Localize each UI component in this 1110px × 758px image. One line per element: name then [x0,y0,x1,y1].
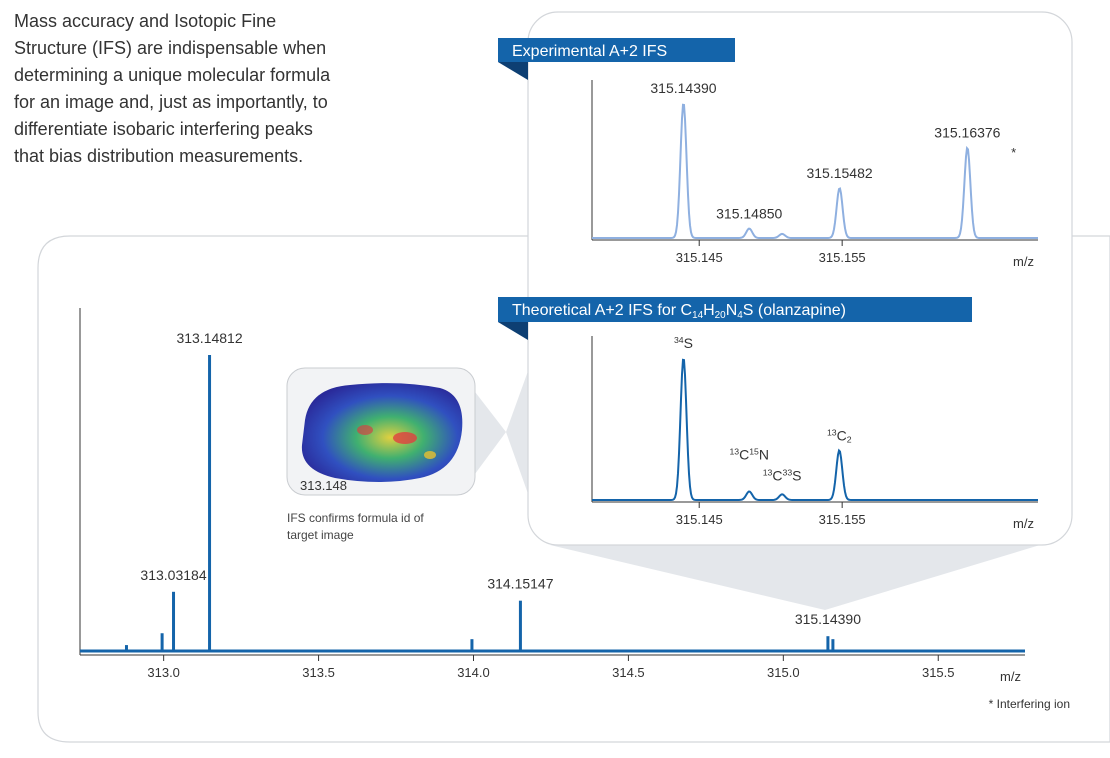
peak-label: 313.14812 [176,330,242,346]
peak-label: 315.14850 [716,206,782,222]
text-part: N [726,302,738,319]
subscript: 20 [715,310,727,321]
x-tick-label: 313.0 [147,665,180,680]
x-tick-label: 315.0 [767,665,800,680]
x-tick-label: 314.5 [612,665,645,680]
peak-label: 313.03184 [140,567,206,583]
tissue-hotspot [424,451,436,459]
intro-text: Mass accuracy and Isotopic Fine Structur… [14,8,334,170]
subscript: 2 [847,435,852,445]
text-part: S [684,335,693,351]
x-tick-label: 315.155 [819,512,866,527]
image-caption: IFS confirms formula id of target image [287,510,447,544]
peak-label: 315.14390 [795,611,861,627]
tissue-image [302,383,462,482]
peak-label: 315.15482 [806,165,872,181]
image-label: 313.148 [300,478,347,493]
x-tick-label: 315.5 [922,665,955,680]
tissue-hotspot [357,425,373,435]
text-part: N [759,446,769,462]
x-tick-label: 313.5 [302,665,335,680]
superscript: 13 [827,427,837,437]
peak-label: 314.15147 [487,576,553,592]
text-part: S [792,467,801,483]
tissue-hotspot [393,432,417,444]
superscript: 15 [749,446,759,456]
x-axis-label: m/z [1013,516,1034,531]
superscript: 13 [763,467,773,477]
footnote: * Interfering ion [989,697,1070,711]
superscript: 13 [729,446,739,456]
text-part: H [703,302,715,319]
x-tick-label: 315.145 [676,512,723,527]
inset-panel [528,12,1072,545]
peak-label: 315.14390 [650,80,716,96]
text-part: C [837,427,847,443]
text-part: C [739,446,749,462]
figure: 313.148 * Interfering ion 313.0 313.5 314.… [0,0,1110,758]
annotation: * [1011,145,1016,160]
peak-label: 315.16376 [934,125,1000,141]
text-part: C [772,467,782,483]
subscript: 14 [692,310,704,321]
superscript: 34 [674,335,684,345]
text-part: Theoretical A+2 IFS for C [512,302,692,319]
superscript: 33 [783,467,793,477]
x-axis-label: m/z [1000,669,1021,684]
text-part: S (olanzapine) [743,302,846,319]
x-tick-label: 314.0 [457,665,490,680]
chart-title: Theoretical A+2 IFS for C14H20N4S (olanz… [512,302,846,321]
tag-fold [498,62,528,80]
x-tick-label: 315.155 [819,250,866,265]
x-tick-label: 315.145 [676,250,723,265]
chart-title: Experimental A+2 IFS [512,43,667,60]
x-axis-label: m/z [1013,254,1034,269]
